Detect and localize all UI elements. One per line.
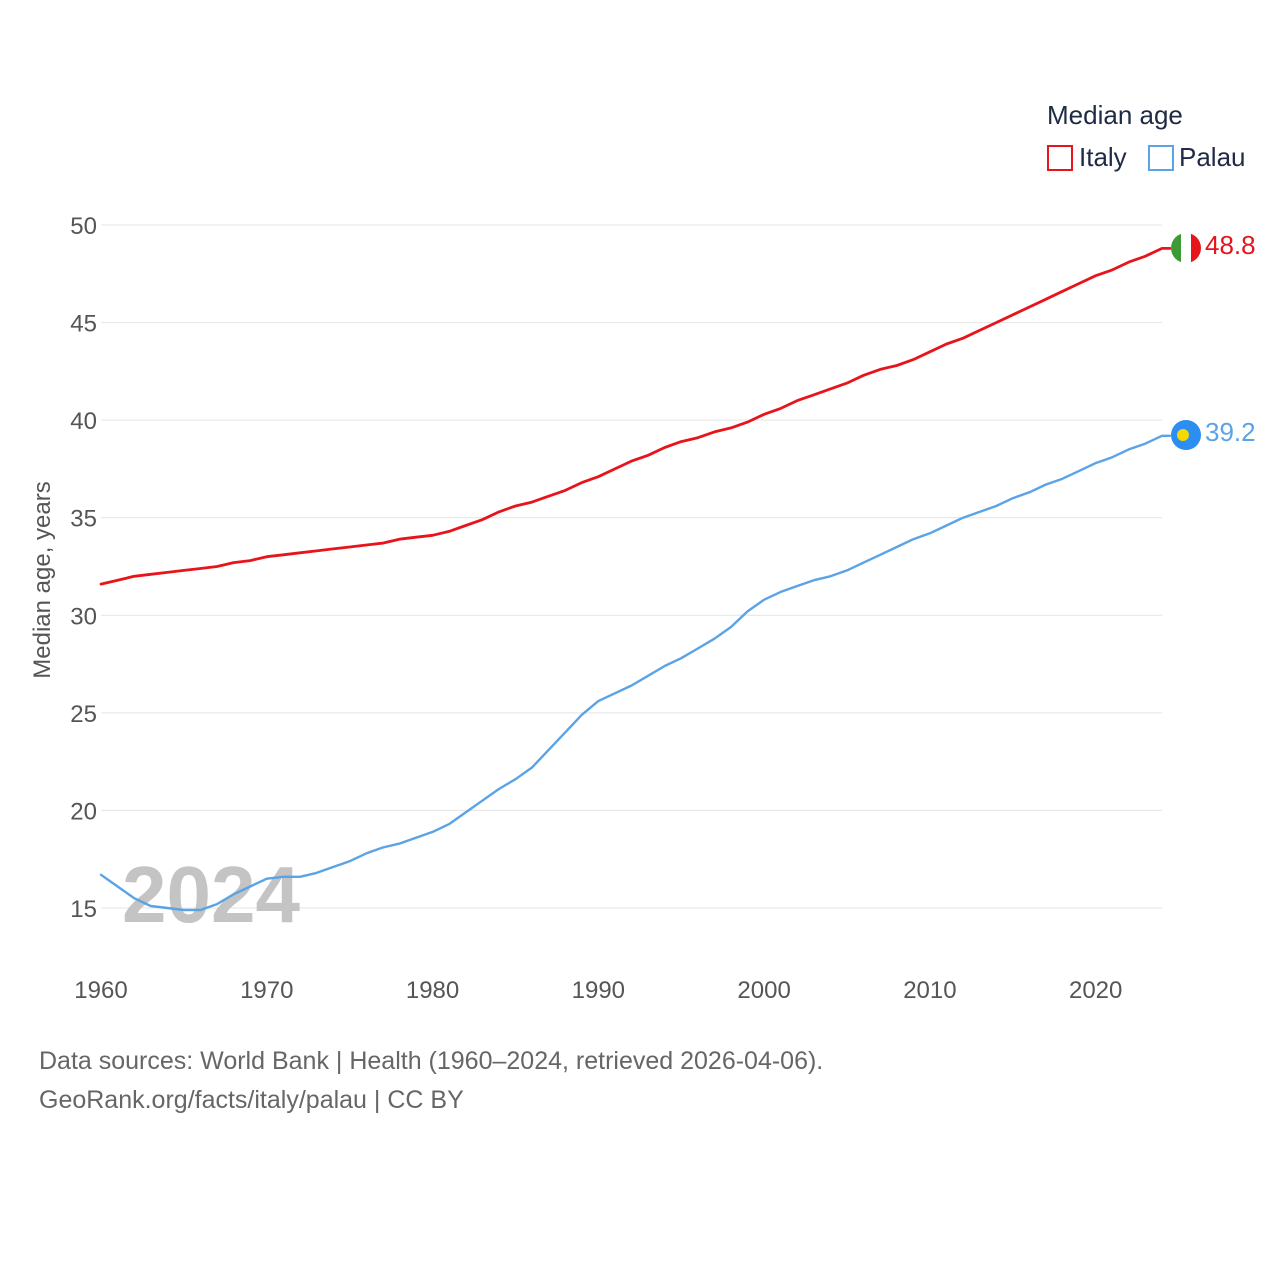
series-lines [99, 246, 1172, 912]
x-tick-label-2000: 2000 [737, 977, 790, 1004]
x-tick-label-1960: 1960 [74, 977, 127, 1004]
y-tick-label-45: 45 [70, 311, 97, 338]
x-axis-ticks: 1960 1970 1980 1990 2000 2010 2020 [74, 977, 1122, 1004]
y-tick-label-20: 20 [70, 798, 97, 825]
x-tick-label-1980: 1980 [406, 977, 459, 1004]
y-tick-label-25: 25 [70, 701, 97, 728]
x-tick-label-1970: 1970 [240, 977, 293, 1004]
y-axis-ticks: 15 20 25 30 35 40 45 50 [70, 213, 97, 923]
italy-end-label: 48.8 [1205, 230, 1256, 260]
legend-label-palau: Palau [1179, 142, 1246, 172]
y-axis-title: Median age, years [29, 481, 56, 678]
y-tick-label-30: 30 [70, 603, 97, 630]
x-tick-label-2020: 2020 [1069, 977, 1122, 1004]
grid-lines [101, 224, 1162, 909]
x-tick-label-2010: 2010 [903, 977, 956, 1004]
y-tick-label-15: 15 [70, 896, 97, 923]
italy-flag-icon [1171, 233, 1201, 263]
y-tick-label-35: 35 [70, 506, 97, 533]
credit-link[interactable]: GeoRank.org/facts/italy/palau | CC BY [39, 1086, 464, 1114]
y-tick-label-40: 40 [70, 408, 97, 435]
series-line-palau [99, 434, 1172, 912]
y-tick-label-50: 50 [70, 213, 97, 240]
legend-swatch-palau [1148, 145, 1174, 171]
palau-end-label: 39.2 [1205, 417, 1256, 447]
legend: Median age Italy Palau [1047, 100, 1246, 172]
legend-swatch-italy [1047, 145, 1073, 171]
legend-label-italy: Italy [1079, 142, 1127, 172]
series-line-italy [99, 246, 1172, 586]
palau-flag-icon [1171, 420, 1201, 450]
data-sources: Data sources: World Bank | Health (1960–… [39, 1047, 823, 1075]
year-watermark: 2024 [122, 850, 300, 939]
legend-title: Median age [1047, 100, 1183, 130]
x-tick-label-1990: 1990 [572, 977, 625, 1004]
